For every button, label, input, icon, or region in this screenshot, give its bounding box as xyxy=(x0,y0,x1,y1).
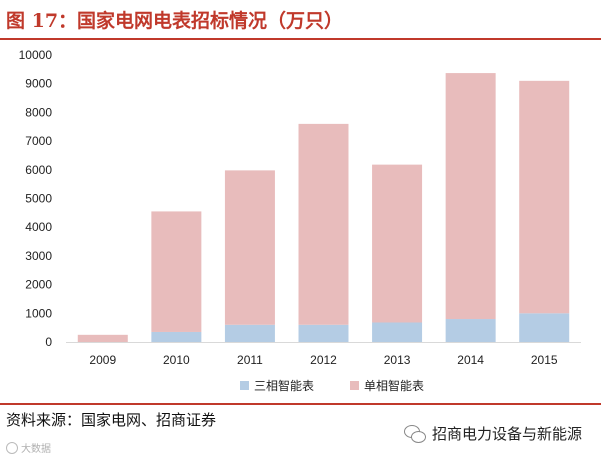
y-tick-label: 5000 xyxy=(25,192,52,206)
y-tick-label: 3000 xyxy=(25,249,52,263)
y-tick-label: 2000 xyxy=(25,278,52,292)
y-tick-label: 0 xyxy=(45,335,52,349)
y-tick-label: 6000 xyxy=(25,163,52,177)
bar-single-phase xyxy=(372,164,423,323)
y-tick-label: 9000 xyxy=(25,77,52,91)
bar-single-phase xyxy=(445,73,496,320)
x-tick-label: 2010 xyxy=(163,353,190,367)
bar-single-phase xyxy=(298,123,349,325)
x-tick-label: 2015 xyxy=(531,353,558,367)
legend-swatch xyxy=(350,381,359,390)
y-tick-label: 1000 xyxy=(25,306,52,320)
y-tick-label: 8000 xyxy=(25,105,52,119)
bar-three-phase xyxy=(224,324,275,342)
source-note: 资料来源：国家电网、招商证券 xyxy=(6,411,217,429)
watermark-logo-icon xyxy=(6,441,18,454)
title-bar: 图 17：国家电网电表招标情况（万只） xyxy=(0,0,601,38)
x-tick-label: 2013 xyxy=(384,353,411,367)
legend-label: 单相智能表 xyxy=(364,378,424,393)
x-tick-label: 2012 xyxy=(310,353,337,367)
wechat-icon xyxy=(404,424,426,443)
x-tick-label: 2011 xyxy=(237,353,263,367)
bar-three-phase xyxy=(298,324,349,342)
stacked-bar-chart: 0 1000 2000 3000 4000 5000 6000 7000 8000 9000 100… xyxy=(19,48,581,393)
bar-three-phase xyxy=(372,322,423,342)
x-tick-label: 2014 xyxy=(457,353,484,367)
watermark-text: 大数据 xyxy=(21,444,51,455)
bar-three-phase xyxy=(151,331,202,342)
bar-single-phase xyxy=(151,211,202,332)
bar-three-phase xyxy=(445,319,496,342)
y-tick-label: 7000 xyxy=(25,134,52,148)
x-tick-label: 2009 xyxy=(89,353,116,367)
footer-divider xyxy=(0,403,601,405)
legend-swatch xyxy=(240,381,249,390)
bar-three-phase xyxy=(519,313,570,342)
legend-label: 三相智能表 xyxy=(254,378,314,393)
bar-single-phase xyxy=(519,80,570,314)
watermark: 大数据 xyxy=(6,440,51,455)
title-divider xyxy=(0,38,601,40)
y-tick-label: 10000 xyxy=(19,48,53,62)
bar-single-phase xyxy=(77,334,128,342)
wechat-account: 招商电力设备与新能源 xyxy=(404,423,582,444)
wechat-account-name: 招商电力设备与新能源 xyxy=(432,425,583,443)
chart-title: 图 17：国家电网电表招标情况（万只） xyxy=(6,10,344,32)
bar-single-phase xyxy=(224,170,275,325)
y-tick-label: 4000 xyxy=(25,220,52,234)
